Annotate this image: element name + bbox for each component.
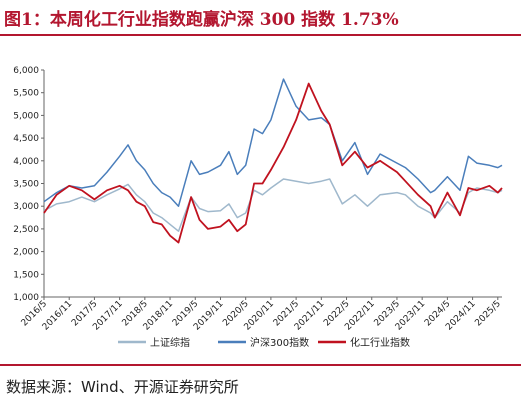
series-line bbox=[43, 178, 503, 232]
x-tick-label: 2025/5 bbox=[473, 299, 502, 328]
legend-label: 沪深300指数 bbox=[250, 336, 309, 349]
y-tick-label: 6,000 bbox=[13, 66, 39, 76]
y-tick-label: 5,000 bbox=[13, 111, 39, 121]
y-tick-label: 3,000 bbox=[13, 202, 39, 212]
y-tick-label: 4,500 bbox=[13, 134, 39, 144]
chart-title: 图1：本周化工行业指数跑赢沪深 300 指数 1.73% bbox=[4, 10, 399, 30]
legend-label: 上证综指 bbox=[150, 336, 190, 349]
title-bar: 图1：本周化工行业指数跑赢沪深 300 指数 1.73% bbox=[0, 0, 521, 36]
source-note: 数据来源：Wind、开源证券研究所 bbox=[6, 378, 239, 396]
y-tick-label: 2,000 bbox=[13, 248, 39, 258]
y-tick-label: 2,500 bbox=[13, 225, 39, 235]
y-tick-label: 4,000 bbox=[13, 157, 39, 167]
source-divider bbox=[0, 364, 521, 366]
series-line bbox=[43, 82, 503, 244]
y-tick-label: 1,000 bbox=[13, 293, 39, 303]
y-tick-label: 3,500 bbox=[13, 180, 39, 190]
line-chart: 6,000 5,500 5,000 4,500 4,000 3,500 3,000 2,500… bbox=[13, 66, 503, 349]
legend-label: 化工行业指数 bbox=[350, 336, 410, 349]
y-tick-label: 1,500 bbox=[13, 270, 39, 280]
y-tick-label: 5,500 bbox=[13, 89, 39, 99]
series-line bbox=[43, 78, 503, 207]
